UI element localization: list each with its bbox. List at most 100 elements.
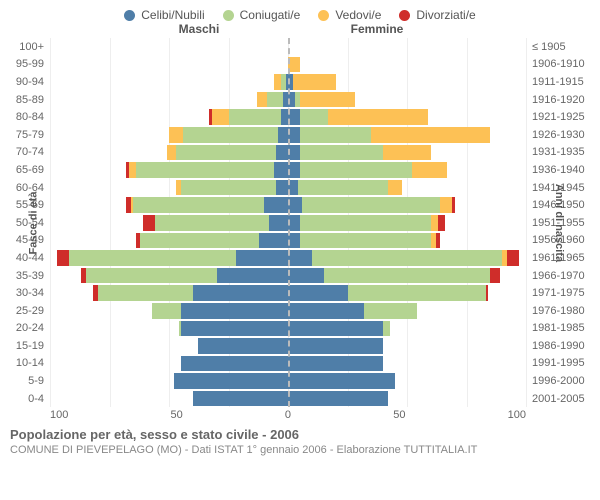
- male-bar: [57, 250, 288, 266]
- population-pyramid-chart: Celibi/Nubili Coniugati/e Vedovi/e Divorzia…: [0, 0, 600, 500]
- segment-single: [181, 321, 288, 337]
- birth-year-label: 1921-1925: [526, 111, 588, 123]
- male-bar: [174, 373, 288, 389]
- segment-married: [348, 285, 486, 301]
- chart-title: Popolazione per età, sesso e stato civil…: [10, 427, 590, 442]
- age-label: 95-99: [0, 58, 50, 70]
- birth-year-label: 1991-1995: [526, 357, 588, 369]
- pyramid-row: 30-341971-1975: [0, 284, 600, 302]
- header-male: Maschi: [50, 22, 288, 36]
- female-bar: [288, 215, 445, 231]
- female-bar: [288, 268, 500, 284]
- birth-year-label: 1971-1975: [526, 287, 588, 299]
- age-label: 90-94: [0, 76, 50, 88]
- chart-subtitle: COMUNE DI PIEVEPELAGO (MO) - Dati ISTAT …: [10, 444, 590, 456]
- segment-widowed: [440, 197, 452, 213]
- segment-single: [281, 109, 288, 125]
- segment-married: [300, 233, 431, 249]
- legend-label: Divorziati/e: [416, 8, 475, 22]
- legend-label: Vedovi/e: [335, 8, 381, 22]
- age-label: 50-54: [0, 217, 50, 229]
- segment-widowed: [328, 109, 428, 125]
- segment-married: [69, 250, 236, 266]
- legend-swatch: [399, 10, 410, 21]
- y-axis-label-left: Fasce di età: [27, 191, 39, 254]
- birth-year-label: 1986-1990: [526, 340, 588, 352]
- legend-item: Celibi/Nubili: [124, 8, 204, 22]
- segment-single: [278, 127, 288, 143]
- x-tick: 50: [393, 409, 405, 421]
- pyramid-row: 45-491956-1960: [0, 232, 600, 250]
- segment-single: [274, 162, 288, 178]
- segment-married: [267, 92, 284, 108]
- segment-married: [302, 197, 440, 213]
- male-bar: [81, 268, 288, 284]
- birth-year-label: 1996-2000: [526, 375, 588, 387]
- chart-footer: Popolazione per età, sesso e stato civil…: [0, 421, 600, 456]
- segment-single: [264, 197, 288, 213]
- segment-married: [183, 127, 278, 143]
- segment-single: [288, 250, 312, 266]
- female-bar: [288, 338, 383, 354]
- male-bar: [198, 338, 288, 354]
- birth-year-label: 1926-1930: [526, 129, 588, 141]
- segment-married: [298, 180, 388, 196]
- segment-married: [155, 215, 269, 231]
- segment-married: [300, 162, 412, 178]
- segment-widowed: [371, 127, 490, 143]
- pyramid-row: 90-94 1911-1915: [0, 73, 600, 91]
- pyramid-row: 40-441961-1965: [0, 249, 600, 267]
- male-bar: [126, 162, 288, 178]
- segment-married: [229, 109, 281, 125]
- segment-married: [324, 268, 491, 284]
- segment-single: [259, 233, 288, 249]
- pyramid-row: 35-391966-1970: [0, 267, 600, 285]
- age-label: 35-39: [0, 270, 50, 282]
- female-bar: [288, 321, 390, 337]
- male-bar: [152, 303, 288, 319]
- female-bar: [288, 250, 519, 266]
- age-label: 60-64: [0, 182, 50, 194]
- age-label: 20-24: [0, 322, 50, 334]
- female-bar: [288, 303, 417, 319]
- legend-item: Coniugati/e: [223, 8, 301, 22]
- pyramid-row: 75-791926-1930: [0, 126, 600, 144]
- legend-item: Vedovi/e: [318, 8, 381, 22]
- segment-single: [288, 285, 348, 301]
- legend-swatch: [318, 10, 329, 21]
- birth-year-label: 2001-2005: [526, 393, 588, 405]
- age-label: 5-9: [0, 375, 50, 387]
- segment-divorced: [452, 197, 454, 213]
- male-bar: [143, 215, 288, 231]
- female-bar: [288, 356, 383, 372]
- segment-married: [300, 215, 431, 231]
- segment-widowed: [431, 215, 438, 231]
- segment-divorced: [143, 215, 155, 231]
- segment-single: [193, 391, 288, 407]
- age-label: 80-84: [0, 111, 50, 123]
- female-bar: [288, 92, 355, 108]
- male-bar: [257, 92, 288, 108]
- segment-married: [86, 268, 217, 284]
- female-bar: [288, 109, 428, 125]
- pyramid-row: 25-291976-1980: [0, 302, 600, 320]
- male-bar: [179, 321, 288, 337]
- birth-year-label: 1911-1915: [526, 76, 588, 88]
- pyramid-row: 80-84 1921-1925: [0, 108, 600, 126]
- legend: Celibi/Nubili Coniugati/e Vedovi/e Divorzia…: [0, 0, 600, 22]
- birth-year-label: ≤ 1905: [526, 41, 588, 53]
- pyramid-row: 0-42001-2005: [0, 390, 600, 408]
- x-tick: 50: [171, 409, 183, 421]
- segment-widowed: [274, 74, 281, 90]
- segment-married: [300, 109, 329, 125]
- age-label: 10-14: [0, 357, 50, 369]
- segment-married: [383, 321, 390, 337]
- legend-label: Celibi/Nubili: [141, 8, 204, 22]
- age-label: 65-69: [0, 164, 50, 176]
- segment-single: [181, 356, 288, 372]
- segment-divorced: [486, 285, 488, 301]
- x-tick: 0: [285, 409, 291, 421]
- segment-single: [288, 373, 395, 389]
- pyramid-row: 15-191986-1990: [0, 337, 600, 355]
- segment-single: [276, 180, 288, 196]
